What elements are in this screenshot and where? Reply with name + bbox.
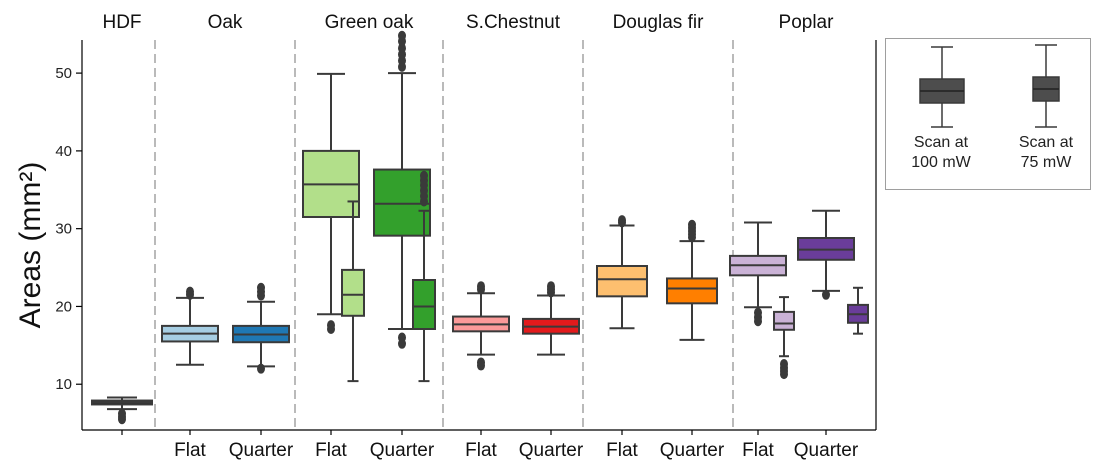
legend-label-100mw-line2: 100 mW: [911, 154, 971, 171]
x-tick-label: Flat: [606, 440, 638, 461]
outlier-point: [547, 281, 555, 292]
box-iqr: [412, 279, 436, 330]
legend-label-75mw-line2: 75 mW: [1020, 154, 1072, 171]
box-iqr: [666, 277, 718, 305]
group-label: Poplar: [779, 12, 835, 33]
box-green-oak-flat: [302, 72, 360, 334]
group-label: S.Chestnut: [466, 12, 561, 33]
box-iqr: [773, 310, 795, 331]
box-iqr: [341, 268, 365, 317]
group-label: Douglas fir: [613, 12, 704, 33]
outlier-point: [420, 170, 428, 181]
box-poplar-quarter: [797, 209, 855, 300]
box-iqr: [596, 265, 648, 298]
y-tick-label: 30: [55, 221, 72, 238]
legend-swatches: [919, 44, 1060, 128]
box-douglas-fir-quarter: [666, 219, 718, 341]
outlier-point: [398, 338, 406, 349]
outlier-point: [754, 316, 762, 327]
outlier-point: [477, 360, 485, 371]
x-tick-label: Quarter: [229, 440, 294, 461]
box-green-oak-series2: [412, 170, 436, 383]
outlier-point: [327, 324, 335, 334]
box-poplar-flat: [729, 221, 787, 327]
box-oak-flat: [161, 286, 219, 366]
outlier-point: [688, 219, 696, 230]
legend-swatch-75mw: [1032, 44, 1060, 128]
outlier-point: [257, 363, 265, 374]
group-label: HDF: [102, 12, 141, 33]
x-tick-label: Flat: [174, 440, 206, 461]
box-s-chestnut-quarter: [522, 281, 580, 356]
x-tick-label: Flat: [315, 440, 347, 461]
box-green-oak-series2: [341, 200, 365, 383]
legend-swatch-100mw: [919, 46, 965, 128]
box-douglas-fir-flat: [596, 215, 648, 330]
box-poplar-series2: [847, 286, 869, 335]
legend-label-100mw: Scan at 100 mW: [901, 133, 981, 173]
y-tick-label: 20: [55, 298, 72, 315]
y-tick-label: 10: [55, 376, 72, 393]
outlier-point: [398, 30, 406, 41]
legend: Scan at 100 mW Scan at 75 mW: [885, 38, 1091, 190]
outlier-point: [477, 281, 485, 292]
outlier-point: [118, 414, 126, 425]
outlier-point: [186, 286, 194, 297]
legend-label-75mw: Scan at 75 mW: [1006, 133, 1086, 173]
x-tick-label: Flat: [465, 440, 497, 461]
outlier-point: [822, 289, 830, 300]
y-tick-label: 40: [55, 143, 72, 160]
y-tick-label: 50: [55, 65, 72, 82]
outlier-point: [257, 282, 265, 293]
x-tick-label: Quarter: [519, 440, 584, 461]
outlier-point: [618, 215, 626, 226]
x-tick-label: Quarter: [794, 440, 859, 461]
outlier-point: [780, 369, 788, 380]
outlier-point: [398, 43, 406, 54]
group-label: Oak: [208, 12, 243, 33]
box-poplar-series2: [773, 296, 795, 380]
boxplot-chart: 10 20 30 40 50 Areas (mm²) HDF Oak Flat Quarter Gr…: [14, 12, 877, 461]
box-hdf-series2: [91, 396, 153, 425]
box-s-chestnut-flat: [452, 281, 510, 371]
legend-label-100mw-line1: Scan at: [913, 134, 969, 151]
x-tick-label: Quarter: [370, 440, 435, 461]
box-oak-quarter: [232, 282, 290, 374]
group-label: Green oak: [325, 12, 414, 33]
y-axis-label: Areas (mm²): [14, 162, 47, 329]
x-tick-label: Quarter: [660, 440, 725, 461]
legend-label-75mw-line1: Scan at: [1018, 134, 1074, 151]
x-tick-label: Flat: [742, 440, 774, 461]
